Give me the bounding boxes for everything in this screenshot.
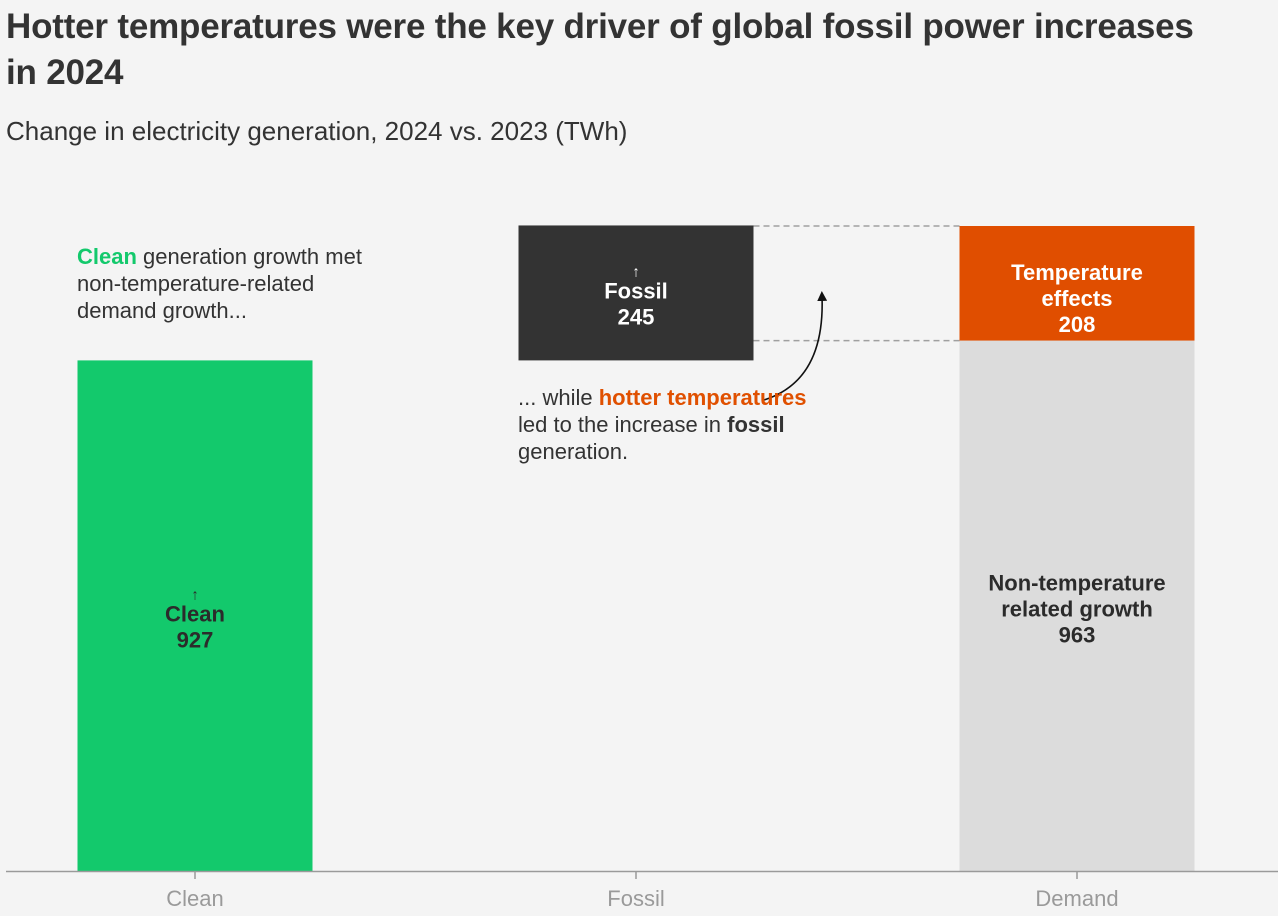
bar-value-fossil: 245 (618, 305, 655, 330)
chart-subtitle: Change in electricity generation, 2024 v… (6, 116, 628, 146)
bar-non-temperature (959, 340, 1195, 872)
annotation-temp-middle: led to the increase in (518, 412, 728, 437)
bar-value-non-temperature: 963 (1059, 622, 1096, 647)
bar-fossil (518, 225, 754, 361)
x-tick-label-fossil: Fossil (607, 886, 664, 911)
bar-temperature (959, 226, 1195, 341)
annotation-clean-text: generation growth met non-temperature-re… (77, 244, 362, 323)
x-tick-label-clean: Clean (166, 886, 223, 911)
annotation-temp-suffix: generation. (518, 439, 629, 464)
bar-label-non-temperature-1: Non-temperature (988, 570, 1165, 595)
annotation-arrow (763, 291, 828, 401)
annotation-temperature: ... while hotter temperatures led to the… (518, 384, 818, 465)
annotation-temp-prefix: ... while (518, 385, 599, 410)
annotation-temp-bold: fossil (727, 412, 785, 437)
bar-value-clean: 927 (177, 627, 214, 652)
x-axis-ticks: Clean Fossil Demand (166, 871, 1119, 911)
bar-label-fossil: Fossil (604, 279, 668, 304)
chart-title: Hotter temperatures were the key driver … (6, 7, 1194, 92)
bar-label-temperature-2: effects (1042, 286, 1113, 311)
bar-label-temperature-1: Temperature (1011, 260, 1143, 285)
annotation-clean: Clean generation growth met non-temperat… (77, 243, 387, 324)
bar-value-temperature: 208 (1059, 312, 1096, 337)
bar-labels-group: ↑Clean927↑Fossil245Non-temperaturerelate… (165, 260, 1166, 652)
bar-label-non-temperature-2: related growth (1001, 596, 1153, 621)
bar-clean (77, 360, 313, 871)
bar-label-clean: Clean (165, 601, 225, 626)
bar-arrow-clean: ↑ (191, 586, 199, 603)
annotation-temp-highlight: hotter temperatures (598, 385, 807, 410)
bar-arrow-fossil: ↑ (632, 264, 640, 281)
connector-lines (753, 225, 960, 342)
bars-group (77, 225, 1195, 872)
annotation-clean-highlight: Clean (77, 244, 137, 269)
x-tick-label-demand: Demand (1035, 886, 1118, 911)
